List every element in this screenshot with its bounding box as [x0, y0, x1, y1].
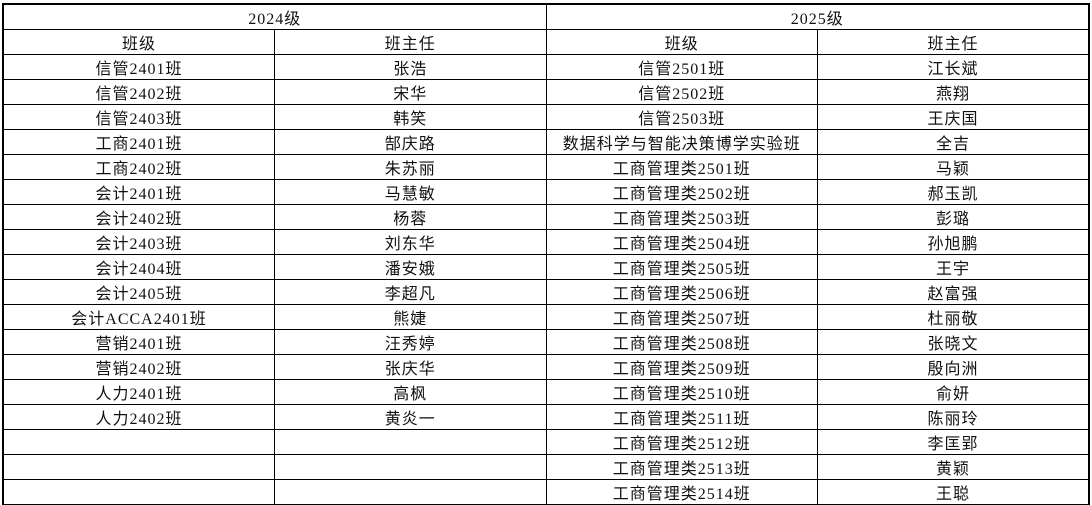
column-header-teacher-2025: 班主任	[817, 29, 1090, 55]
class-cell: 工商管理类2510班	[545, 379, 818, 405]
class-cell: 信管2401班	[2, 54, 275, 80]
class-teacher-roster-table: 2024级 2025级 班级 班主任 班级 班主任 信管2401班 张浩 信管2…	[2, 3, 1090, 505]
class-cell: 工商2401班	[2, 129, 275, 155]
teacher-cell: 王宇	[817, 254, 1090, 280]
class-cell: 会计ACCA2401班	[2, 304, 275, 330]
teacher-cell: 马颖	[817, 154, 1090, 180]
table-row: 工商2401班 郜庆路 数据科学与智能决策博学实验班 全吉	[2, 129, 1090, 155]
teacher-cell-empty	[274, 429, 547, 455]
teacher-cell: 郝玉凯	[817, 179, 1090, 205]
class-cell: 工商管理类2502班	[545, 179, 818, 205]
table-row: 会计2401班 马慧敏 工商管理类2502班 郝玉凯	[2, 179, 1090, 205]
class-cell: 工商管理类2511班	[545, 404, 818, 430]
table-row: 会计2403班 刘东华 工商管理类2504班 孙旭鹏	[2, 229, 1090, 255]
teacher-cell: 张晓文	[817, 329, 1090, 355]
teacher-cell: 张庆华	[274, 354, 547, 380]
teacher-cell: 李匡郢	[817, 429, 1090, 455]
class-cell: 工商管理类2507班	[545, 304, 818, 330]
column-header-teacher-2024: 班主任	[274, 29, 547, 55]
teacher-cell: 黄炎一	[274, 404, 547, 430]
year-group-header-row: 2024级 2025级	[2, 3, 1090, 30]
teacher-cell: 马慧敏	[274, 179, 547, 205]
teacher-cell: 燕翔	[817, 79, 1090, 105]
class-cell: 工商管理类2504班	[545, 229, 818, 255]
class-cell: 信管2502班	[545, 79, 818, 105]
year-group-header-2024: 2024级	[2, 3, 547, 30]
class-cell: 工商2402班	[2, 154, 275, 180]
teacher-cell: 俞妍	[817, 379, 1090, 405]
teacher-cell: 杨蓉	[274, 204, 547, 230]
column-header-class-2025: 班级	[545, 29, 818, 55]
class-cell-empty	[2, 479, 275, 505]
table-row: 信管2401班 张浩 信管2501班 江长斌	[2, 54, 1090, 80]
table-row: 营销2401班 汪秀婷 工商管理类2508班 张晓文	[2, 329, 1090, 355]
table-row: 营销2402班 张庆华 工商管理类2509班 殷向洲	[2, 354, 1090, 380]
teacher-cell: 江长斌	[817, 54, 1090, 80]
table-row: 人力2402班 黄炎一 工商管理类2511班 陈丽玲	[2, 404, 1090, 430]
column-header-row: 班级 班主任 班级 班主任	[2, 29, 1090, 55]
teacher-cell: 王聪	[817, 479, 1090, 505]
table-row: 工商2402班 朱苏丽 工商管理类2501班 马颖	[2, 154, 1090, 180]
teacher-cell: 殷向洲	[817, 354, 1090, 380]
teacher-cell: 潘安娥	[274, 254, 547, 280]
class-cell: 营销2401班	[2, 329, 275, 355]
table-row: 会计2405班 李超凡 工商管理类2506班 赵富强	[2, 279, 1090, 305]
table-row: 人力2401班 高枫 工商管理类2510班 俞妍	[2, 379, 1090, 405]
class-cell: 会计2405班	[2, 279, 275, 305]
class-cell: 营销2402班	[2, 354, 275, 380]
teacher-cell: 黄颖	[817, 454, 1090, 480]
class-cell: 会计2402班	[2, 204, 275, 230]
class-cell: 工商管理类2512班	[545, 429, 818, 455]
class-cell: 会计2403班	[2, 229, 275, 255]
teacher-cell: 汪秀婷	[274, 329, 547, 355]
class-cell-empty	[2, 454, 275, 480]
column-header-class-2024: 班级	[2, 29, 275, 55]
teacher-cell: 郜庆路	[274, 129, 547, 155]
class-cell: 信管2501班	[545, 54, 818, 80]
teacher-cell: 高枫	[274, 379, 547, 405]
teacher-cell: 韩笑	[274, 104, 547, 130]
class-cell: 人力2402班	[2, 404, 275, 430]
teacher-cell: 李超凡	[274, 279, 547, 305]
class-cell: 工商管理类2505班	[545, 254, 818, 280]
class-cell: 信管2403班	[2, 104, 275, 130]
teacher-cell: 杜丽敬	[817, 304, 1090, 330]
table-row: 工商管理类2513班 黄颖	[2, 454, 1090, 480]
table-row: 会计2402班 杨蓉 工商管理类2503班 彭璐	[2, 204, 1090, 230]
class-cell: 工商管理类2506班	[545, 279, 818, 305]
class-cell: 工商管理类2501班	[545, 154, 818, 180]
year-group-header-2025: 2025级	[545, 3, 1090, 30]
table-row: 工商管理类2514班 王聪	[2, 479, 1090, 505]
table-row: 会计2404班 潘安娥 工商管理类2505班 王宇	[2, 254, 1090, 280]
class-cell: 信管2402班	[2, 79, 275, 105]
table-row: 会计ACCA2401班 熊婕 工商管理类2507班 杜丽敬	[2, 304, 1090, 330]
teacher-cell: 赵富强	[817, 279, 1090, 305]
teacher-cell: 陈丽玲	[817, 404, 1090, 430]
teacher-cell: 朱苏丽	[274, 154, 547, 180]
teacher-cell: 熊婕	[274, 304, 547, 330]
table-row: 信管2402班 宋华 信管2502班 燕翔	[2, 79, 1090, 105]
table-row: 工商管理类2512班 李匡郢	[2, 429, 1090, 455]
class-cell: 工商管理类2509班	[545, 354, 818, 380]
teacher-cell-empty	[274, 454, 547, 480]
class-cell-empty	[2, 429, 275, 455]
teacher-cell: 刘东华	[274, 229, 547, 255]
teacher-cell: 孙旭鹏	[817, 229, 1090, 255]
class-cell: 信管2503班	[545, 104, 818, 130]
class-cell: 工商管理类2513班	[545, 454, 818, 480]
teacher-cell: 全吉	[817, 129, 1090, 155]
teacher-cell: 王庆国	[817, 104, 1090, 130]
teacher-cell: 张浩	[274, 54, 547, 80]
table-row: 信管2403班 韩笑 信管2503班 王庆国	[2, 104, 1090, 130]
class-cell: 工商管理类2503班	[545, 204, 818, 230]
class-cell: 会计2404班	[2, 254, 275, 280]
teacher-cell: 宋华	[274, 79, 547, 105]
teacher-cell-empty	[274, 479, 547, 505]
class-cell: 人力2401班	[2, 379, 275, 405]
class-cell-experimental: 数据科学与智能决策博学实验班	[545, 129, 818, 155]
class-cell: 工商管理类2514班	[545, 479, 818, 505]
class-cell: 工商管理类2508班	[545, 329, 818, 355]
class-cell: 会计2401班	[2, 179, 275, 205]
teacher-cell: 彭璐	[817, 204, 1090, 230]
